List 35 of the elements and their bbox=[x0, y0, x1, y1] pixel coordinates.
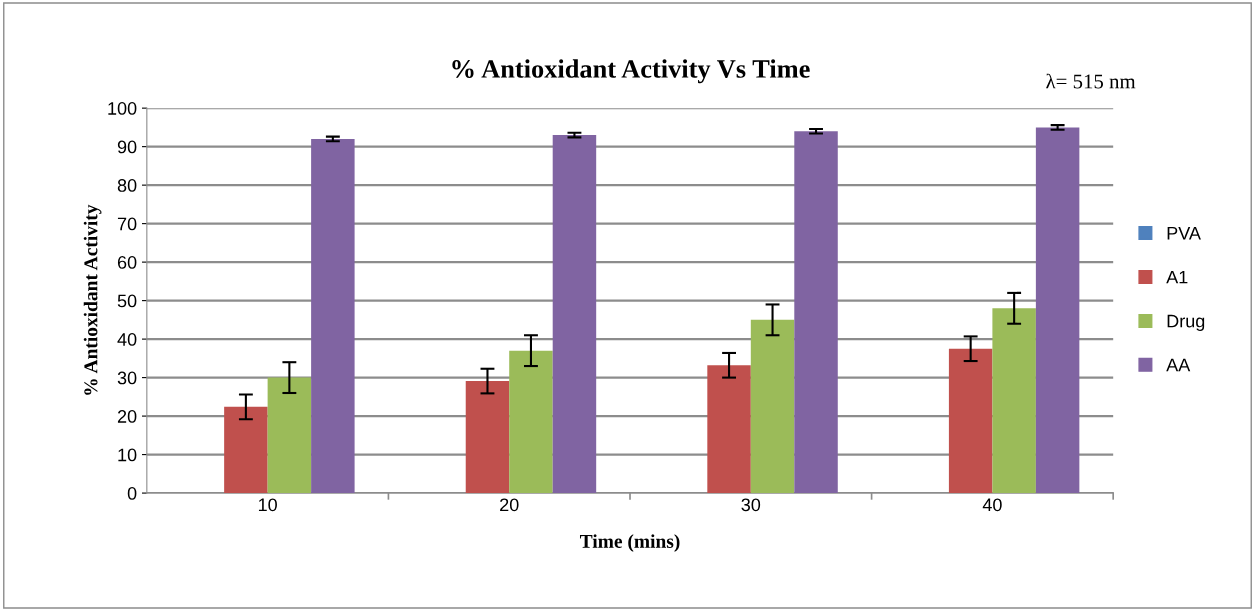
bar bbox=[552, 135, 597, 494]
bar bbox=[992, 308, 1036, 494]
bar bbox=[750, 319, 795, 494]
x-tick-label: 30 bbox=[741, 498, 761, 512]
bar bbox=[707, 365, 751, 494]
text: λ= 515 nm bbox=[1046, 73, 1136, 89]
bar bbox=[1035, 127, 1080, 494]
y-tick-label: 100 bbox=[108, 102, 137, 115]
y-tick-label: 80 bbox=[117, 179, 137, 192]
x-axis-title: Time (mins) bbox=[579, 534, 680, 552]
y-axis-title: % Antioxidant Activity bbox=[83, 204, 102, 395]
y-tick-label: 20 bbox=[117, 410, 137, 423]
bar bbox=[794, 131, 838, 494]
legend-label: AA bbox=[1166, 358, 1191, 372]
legend-label: Drug bbox=[1167, 314, 1205, 331]
y-tick-label: 50 bbox=[117, 294, 137, 308]
y-tick-label: 70 bbox=[117, 217, 137, 231]
x-tick-label: 20 bbox=[500, 498, 519, 512]
legend-label: A1 bbox=[1166, 270, 1188, 284]
x-tick-label: 10 bbox=[258, 498, 277, 512]
y-tick-label: 60 bbox=[117, 256, 137, 269]
chart-title: % Antioxidant Activity Vs Time bbox=[452, 59, 810, 84]
y-tick-label: 10 bbox=[118, 448, 137, 462]
bar bbox=[311, 138, 355, 494]
legend-label: PVA bbox=[1167, 226, 1201, 240]
bar bbox=[224, 406, 268, 494]
bar bbox=[465, 381, 510, 494]
y-tick-label: 0 bbox=[127, 487, 137, 500]
x-tick-label: 40 bbox=[982, 498, 1002, 512]
bar bbox=[509, 350, 553, 494]
bar bbox=[267, 377, 312, 494]
y-tick-label: 30 bbox=[117, 371, 137, 385]
y-tick-label: 90 bbox=[117, 140, 137, 154]
bar bbox=[948, 348, 993, 494]
y-tick-label: 40 bbox=[117, 333, 137, 346]
